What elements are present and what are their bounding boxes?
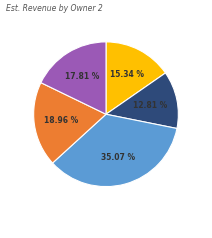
Text: 18.96 %: 18.96 % bbox=[45, 116, 79, 125]
Wedge shape bbox=[106, 73, 178, 129]
Text: 35.07 %: 35.07 % bbox=[101, 153, 135, 162]
Text: 17.81 %: 17.81 % bbox=[65, 72, 99, 81]
Wedge shape bbox=[106, 42, 165, 114]
Wedge shape bbox=[53, 114, 177, 187]
Text: 12.81 %: 12.81 % bbox=[133, 101, 167, 110]
Wedge shape bbox=[41, 42, 106, 114]
Text: Est. Revenue by Owner 2: Est. Revenue by Owner 2 bbox=[6, 4, 103, 13]
Text: 15.34 %: 15.34 % bbox=[110, 70, 144, 79]
Wedge shape bbox=[34, 83, 106, 163]
